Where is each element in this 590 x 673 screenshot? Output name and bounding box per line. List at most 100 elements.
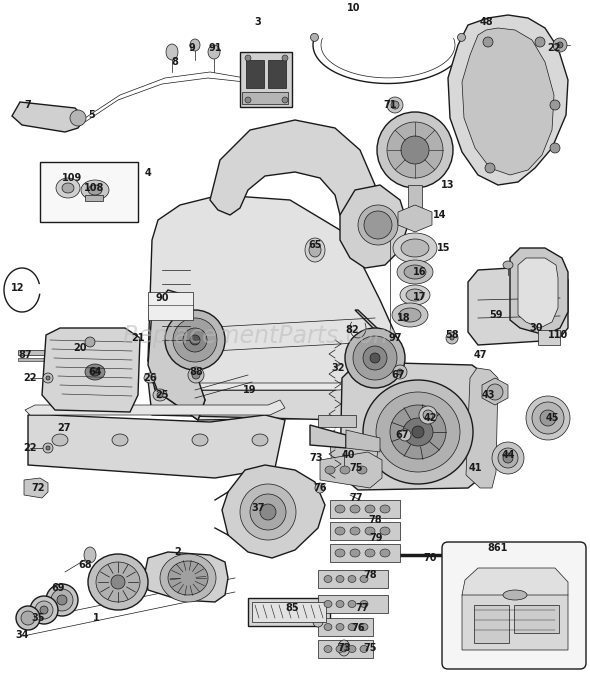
Ellipse shape	[350, 527, 360, 535]
Text: 79: 79	[369, 533, 383, 543]
Text: 58: 58	[445, 330, 459, 340]
Ellipse shape	[35, 601, 53, 619]
Text: 34: 34	[15, 630, 29, 640]
Ellipse shape	[335, 505, 345, 513]
Text: 73: 73	[309, 453, 323, 463]
Bar	[246, 60, 264, 88]
Ellipse shape	[46, 376, 50, 380]
Ellipse shape	[90, 368, 100, 376]
Ellipse shape	[16, 606, 40, 630]
Ellipse shape	[380, 549, 390, 557]
Ellipse shape	[192, 434, 208, 446]
Bar	[474, 605, 509, 643]
Text: 87: 87	[18, 350, 32, 360]
Polygon shape	[222, 465, 325, 558]
Text: 15: 15	[437, 243, 451, 253]
Text: 9: 9	[189, 43, 195, 53]
Text: 40: 40	[341, 450, 355, 460]
Text: 14: 14	[433, 210, 447, 220]
Ellipse shape	[309, 243, 321, 257]
Ellipse shape	[376, 392, 460, 472]
Ellipse shape	[370, 353, 380, 363]
Ellipse shape	[399, 429, 411, 441]
Text: 22: 22	[548, 43, 560, 53]
Text: 78: 78	[368, 515, 382, 525]
Text: 65: 65	[308, 240, 322, 250]
Polygon shape	[318, 595, 388, 613]
Ellipse shape	[483, 37, 493, 47]
Ellipse shape	[85, 337, 95, 347]
Text: 85: 85	[285, 603, 299, 613]
Text: 3: 3	[255, 17, 261, 27]
Text: 82: 82	[345, 325, 359, 335]
Bar	[318, 415, 356, 427]
Ellipse shape	[364, 211, 392, 239]
Ellipse shape	[88, 185, 102, 195]
Ellipse shape	[324, 645, 332, 653]
Text: 90: 90	[155, 293, 169, 303]
Text: 8: 8	[172, 57, 178, 67]
Text: 2: 2	[175, 547, 181, 557]
Text: 70: 70	[423, 553, 437, 563]
Polygon shape	[155, 368, 390, 390]
Ellipse shape	[183, 328, 207, 352]
Ellipse shape	[391, 101, 399, 109]
Ellipse shape	[144, 373, 156, 383]
Ellipse shape	[190, 335, 200, 345]
Text: 10: 10	[348, 3, 360, 13]
Ellipse shape	[350, 505, 360, 513]
Polygon shape	[330, 500, 400, 518]
Ellipse shape	[240, 484, 296, 540]
Text: 20: 20	[73, 343, 87, 353]
Ellipse shape	[503, 590, 527, 600]
Polygon shape	[340, 362, 490, 490]
Text: 21: 21	[131, 333, 145, 343]
Polygon shape	[310, 425, 346, 448]
Ellipse shape	[336, 575, 344, 583]
Ellipse shape	[46, 584, 78, 616]
Ellipse shape	[377, 112, 453, 188]
Ellipse shape	[397, 260, 433, 284]
Ellipse shape	[338, 640, 350, 656]
Polygon shape	[345, 310, 400, 418]
Ellipse shape	[550, 100, 560, 110]
Ellipse shape	[360, 600, 368, 608]
Ellipse shape	[406, 289, 424, 301]
Text: 67: 67	[391, 370, 405, 380]
Ellipse shape	[157, 392, 163, 398]
Ellipse shape	[30, 596, 58, 624]
Bar	[18, 358, 78, 361]
Ellipse shape	[46, 446, 50, 450]
Ellipse shape	[56, 178, 80, 198]
Polygon shape	[148, 355, 205, 420]
Polygon shape	[462, 28, 554, 175]
Ellipse shape	[335, 549, 345, 557]
Ellipse shape	[111, 575, 125, 589]
Ellipse shape	[245, 97, 251, 103]
Polygon shape	[148, 195, 400, 420]
Text: 43: 43	[481, 390, 495, 400]
Ellipse shape	[540, 410, 556, 426]
Text: 76: 76	[313, 483, 327, 493]
Ellipse shape	[348, 623, 356, 631]
Polygon shape	[28, 415, 285, 478]
Text: 32: 32	[331, 363, 345, 373]
Text: 18: 18	[397, 313, 411, 323]
Ellipse shape	[282, 97, 288, 103]
Bar	[242, 92, 288, 104]
Polygon shape	[510, 248, 568, 335]
Ellipse shape	[392, 303, 428, 327]
Text: 73: 73	[337, 643, 350, 653]
Ellipse shape	[160, 554, 216, 602]
Ellipse shape	[423, 410, 433, 420]
Text: 16: 16	[413, 267, 427, 277]
Ellipse shape	[365, 549, 375, 557]
Text: 88: 88	[189, 367, 203, 377]
Ellipse shape	[192, 371, 200, 379]
Ellipse shape	[305, 238, 325, 262]
Text: 77: 77	[349, 493, 363, 503]
Polygon shape	[448, 15, 568, 185]
Ellipse shape	[324, 600, 332, 608]
Text: 19: 19	[243, 385, 257, 395]
Ellipse shape	[51, 589, 73, 611]
